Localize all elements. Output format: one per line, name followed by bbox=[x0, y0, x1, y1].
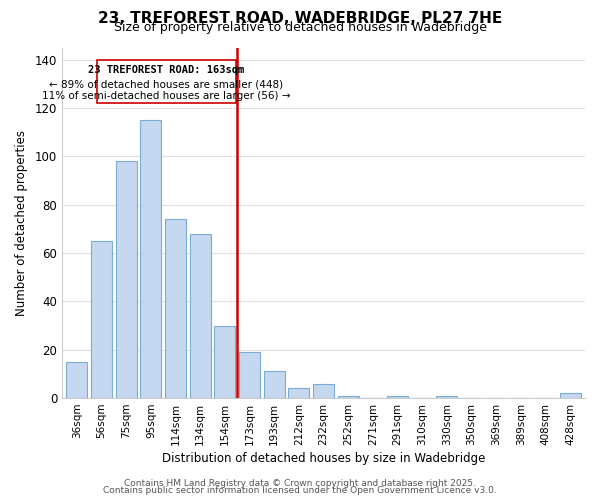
Bar bbox=[67, 362, 88, 398]
Bar bbox=[165, 219, 186, 398]
Text: Contains public sector information licensed under the Open Government Licence v3: Contains public sector information licen… bbox=[103, 486, 497, 495]
Bar bbox=[338, 396, 359, 398]
Bar bbox=[190, 234, 211, 398]
Text: Size of property relative to detached houses in Wadebridge: Size of property relative to detached ho… bbox=[113, 22, 487, 35]
Bar bbox=[560, 393, 581, 398]
Bar bbox=[239, 352, 260, 398]
Text: 11% of semi-detached houses are larger (56) →: 11% of semi-detached houses are larger (… bbox=[42, 91, 290, 101]
Bar bbox=[97, 60, 236, 103]
Bar bbox=[140, 120, 161, 398]
X-axis label: Distribution of detached houses by size in Wadebridge: Distribution of detached houses by size … bbox=[162, 452, 485, 465]
Bar bbox=[264, 372, 285, 398]
Bar bbox=[436, 396, 457, 398]
Bar bbox=[116, 161, 137, 398]
Text: 23, TREFOREST ROAD, WADEBRIDGE, PL27 7HE: 23, TREFOREST ROAD, WADEBRIDGE, PL27 7HE bbox=[98, 11, 502, 26]
Text: Contains HM Land Registry data © Crown copyright and database right 2025.: Contains HM Land Registry data © Crown c… bbox=[124, 478, 476, 488]
Y-axis label: Number of detached properties: Number of detached properties bbox=[15, 130, 28, 316]
Bar bbox=[387, 396, 408, 398]
Text: ← 89% of detached houses are smaller (448): ← 89% of detached houses are smaller (44… bbox=[49, 79, 283, 89]
Bar bbox=[313, 384, 334, 398]
Bar bbox=[289, 388, 310, 398]
Bar bbox=[91, 241, 112, 398]
Bar bbox=[214, 326, 235, 398]
Text: 23 TREFOREST ROAD: 163sqm: 23 TREFOREST ROAD: 163sqm bbox=[88, 65, 244, 75]
